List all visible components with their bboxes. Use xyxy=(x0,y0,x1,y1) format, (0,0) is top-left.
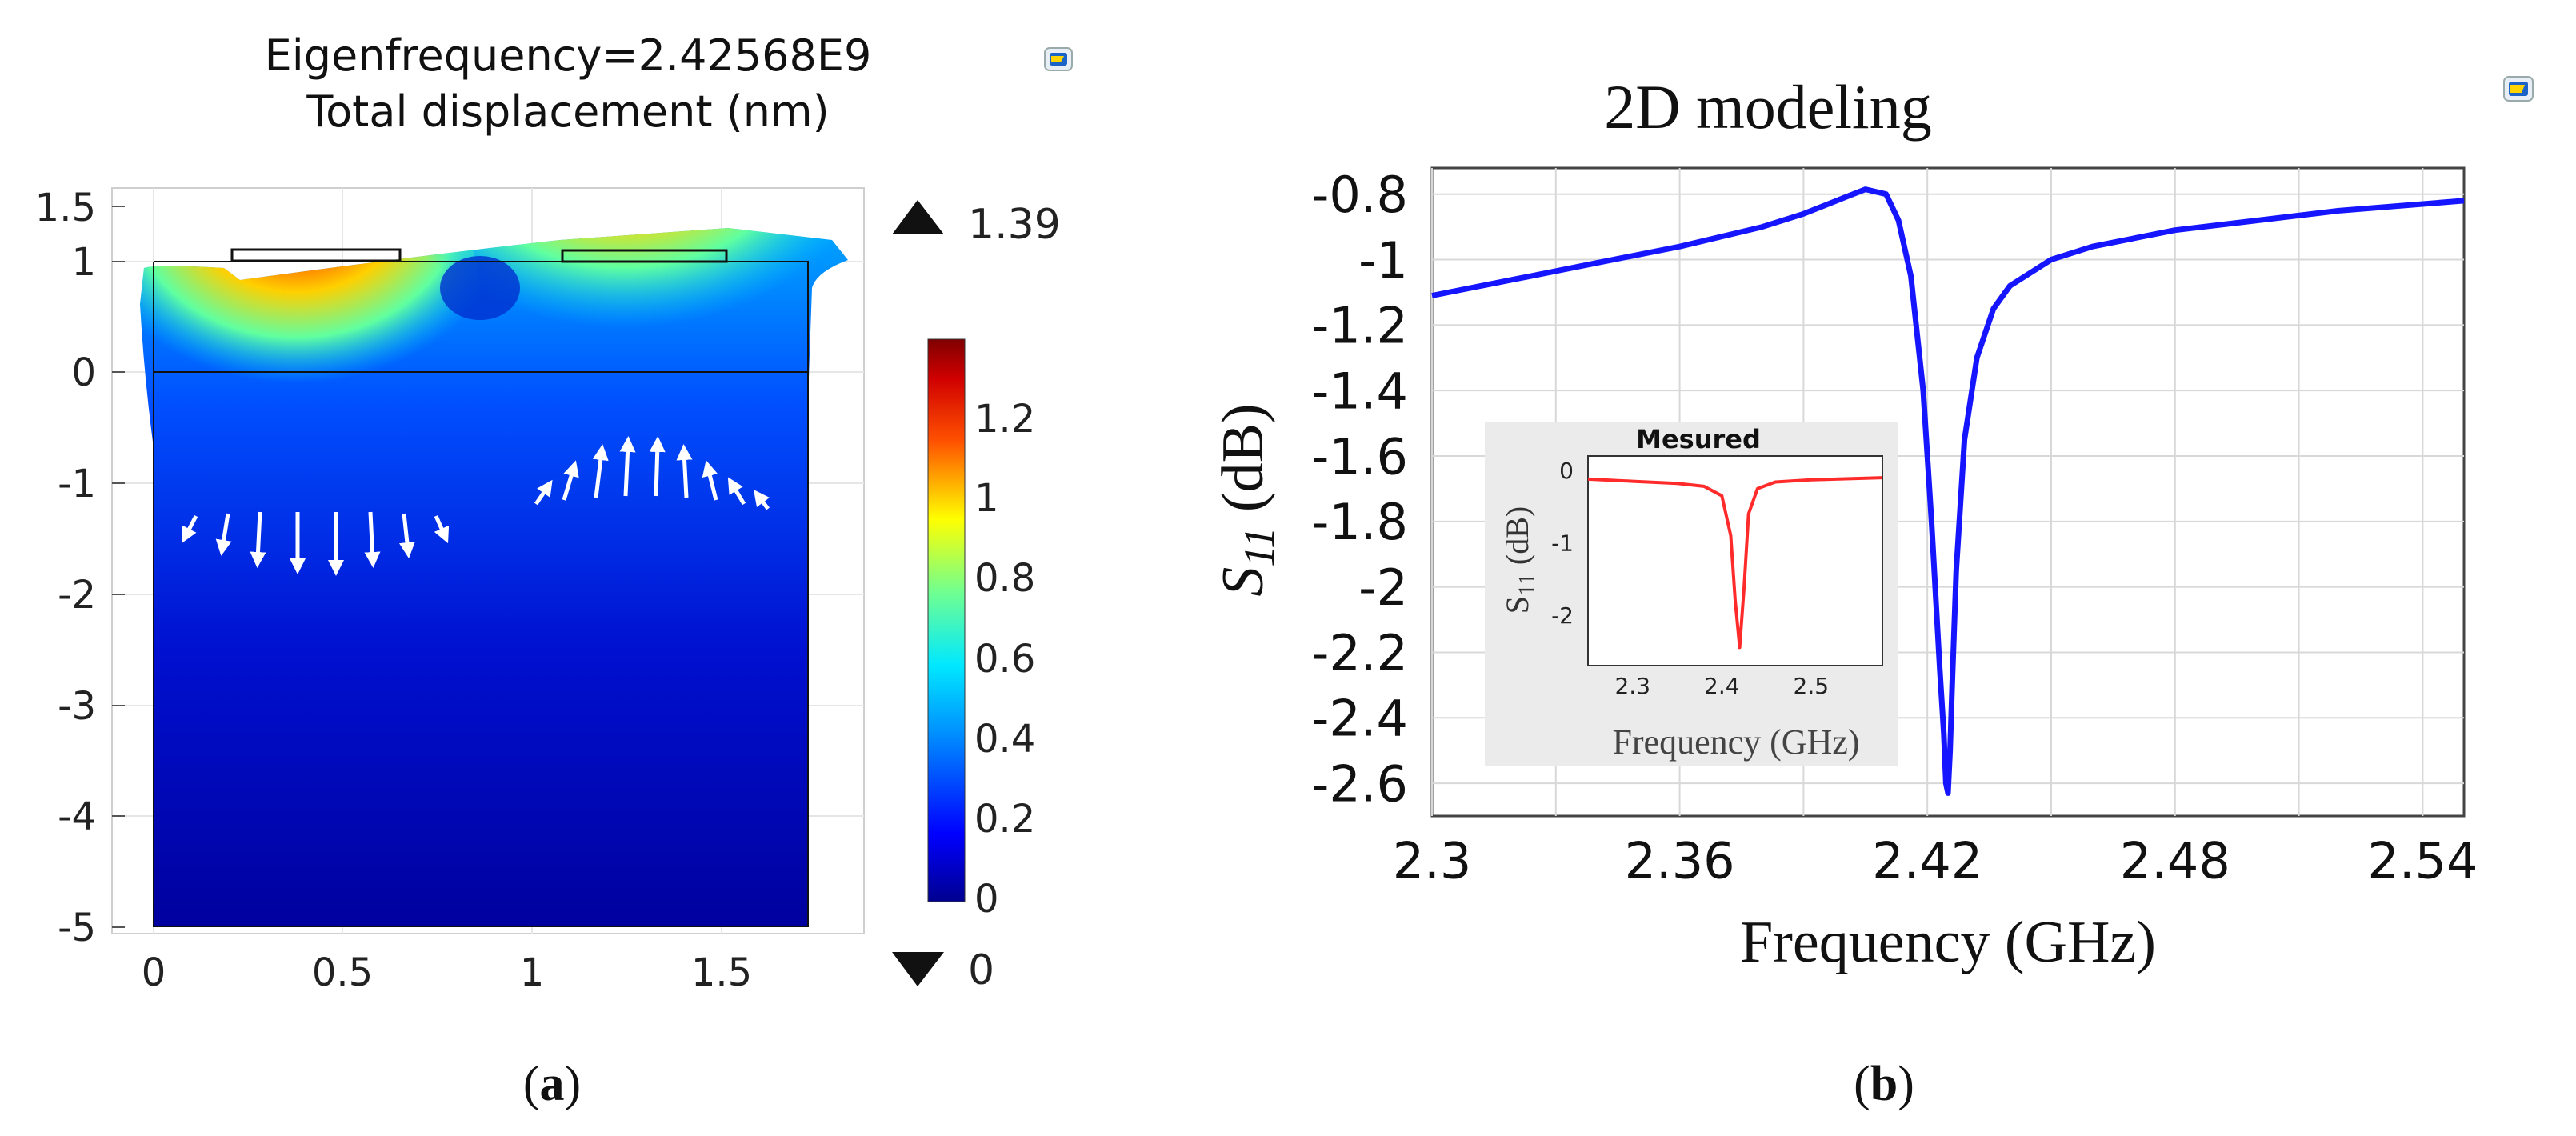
panel-a-y-tickmarks xyxy=(112,206,125,928)
y-tick-label: 0 xyxy=(1559,458,1574,484)
colorbar-max-label: 1.39 xyxy=(968,201,1061,249)
y-tick: -3 xyxy=(58,684,96,729)
ylabel-unit: (dB) xyxy=(1210,403,1276,526)
panel-b-badge-icon xyxy=(2503,76,2534,102)
x-tick: 1 xyxy=(520,950,545,995)
x-tick: 1.5 xyxy=(691,950,752,995)
x-tick-label: 2.5 xyxy=(1794,673,1830,699)
y-tick-label: -1.8 xyxy=(1311,493,1408,551)
y-tick: -2 xyxy=(58,573,96,618)
y-tick-label: -1.4 xyxy=(1311,362,1408,421)
panel-a-caption: (a) xyxy=(523,1057,581,1111)
colorbar-tick: 0.8 xyxy=(974,556,1035,601)
panel-a-title-line1: Eigenfrequency=2.42568E9 xyxy=(265,30,872,81)
panel-b-caption-letter: b xyxy=(1870,1057,1898,1111)
inset-ylabel-main: S xyxy=(1499,596,1535,614)
y-tick: -5 xyxy=(58,906,96,950)
colorbar-ticks: 1.2 1 0.8 0.6 0.4 0.2 0 xyxy=(974,397,1035,922)
main-chart-ylabel: S11 (dB) xyxy=(1210,403,1283,596)
inset-xlabel: Frequency (GHz) xyxy=(1612,722,1859,762)
colorbar-tick: 0.6 xyxy=(974,637,1035,682)
y-tick: 1.5 xyxy=(35,186,96,230)
colorbar-tick: 1.2 xyxy=(974,397,1035,442)
svg-text:(b): (b) xyxy=(1854,1057,1914,1111)
panel-a-x-ticks: 0 0.5 1 1.5 xyxy=(142,950,752,995)
x-tick: 0 xyxy=(142,950,166,995)
y-tick-label: -1 xyxy=(1358,231,1408,290)
colorbar xyxy=(927,338,966,902)
inset-ylabel-unit: (dB) xyxy=(1499,506,1535,573)
x-tick-label: 2.48 xyxy=(2120,832,2230,890)
y-tick: -1 xyxy=(58,462,96,506)
y-tick-label: -1 xyxy=(1551,530,1574,556)
y-tick-label: -2 xyxy=(1551,602,1574,629)
colorbar-min-label: 0 xyxy=(968,946,994,994)
svg-text:S11 (dB): S11 (dB) xyxy=(1210,403,1283,596)
panel-b: 2D modeling -0.8 -1 -1.2 -1.4 -1.6 -1.8 -2 -2.2… xyxy=(1210,72,2534,1111)
inset-title: Mesured xyxy=(1636,424,1761,454)
panel-a-y-ticks: 1.5 1 0 -1 -2 -3 -4 -5 xyxy=(35,186,96,950)
y-tick: 0 xyxy=(71,350,96,395)
svg-text:S11 (dB): S11 (dB) xyxy=(1499,506,1540,614)
x-tick-label: 2.3 xyxy=(1614,673,1650,699)
x-tick-label: 2.4 xyxy=(1704,673,1740,699)
ylabel-main: S xyxy=(1210,567,1276,597)
panel-a: Eigenfrequency=2.42568E9 Total displacem… xyxy=(35,30,1073,1111)
max-triangle-icon xyxy=(892,200,944,234)
colorbar-tick: 1 xyxy=(974,476,999,521)
panel-a-caption-letter: a xyxy=(540,1057,565,1111)
y-tick-label: -2 xyxy=(1358,558,1408,617)
panel-b-caption: (b) xyxy=(1854,1057,1914,1111)
inset-plot-frame xyxy=(1587,455,1883,666)
inset-ylabel: S11 (dB) xyxy=(1499,506,1540,614)
svg-text:(a): (a) xyxy=(523,1057,581,1111)
x-tick-label: 2.42 xyxy=(1872,832,1982,890)
main-chart-x-ticks: 2.3 2.36 2.42 2.48 2.54 xyxy=(1393,832,2478,890)
inset-y-ticks: 0 -1 -2 xyxy=(1551,458,1574,629)
panel-a-badge-icon xyxy=(1044,47,1073,71)
x-tick-label: 2.54 xyxy=(2367,832,2478,890)
displacement-field xyxy=(140,228,848,927)
series-line-measured xyxy=(1587,476,1883,650)
inset-ylabel-sub: 11 xyxy=(1514,573,1540,596)
y-tick-label: -2.2 xyxy=(1311,624,1408,682)
displacement-arrows xyxy=(182,436,770,576)
chart-title: 2D modeling xyxy=(1604,72,1931,142)
min-triangle-icon xyxy=(892,952,944,986)
y-tick-label: -1.6 xyxy=(1311,427,1408,486)
y-tick-label: -2.6 xyxy=(1311,754,1408,813)
y-tick: 1 xyxy=(71,240,96,285)
x-tick-label: 2.3 xyxy=(1393,832,1472,890)
inset-x-ticks: 2.3 2.4 2.5 xyxy=(1614,673,1829,699)
colorbar-tick: 0.4 xyxy=(974,717,1035,762)
inset-chart: Mesured 0 -1 -2 2.3 2.4 2.5 S11 (dB) Frequen… xyxy=(1485,422,1898,766)
ylabel-sub: 11 xyxy=(1235,527,1283,567)
x-tick: 0.5 xyxy=(312,950,373,995)
colorbar-tick: 0 xyxy=(974,877,999,922)
y-tick-label: -2.4 xyxy=(1311,690,1408,748)
y-tick-label: -0.8 xyxy=(1311,166,1408,224)
colorbar-tick: 0.2 xyxy=(974,797,1035,842)
y-tick-label: -1.2 xyxy=(1311,297,1408,355)
main-chart-xlabel: Frequency (GHz) xyxy=(1740,910,2156,975)
x-tick-label: 2.36 xyxy=(1625,832,1735,890)
panel-a-title-line2: Total displacement (nm) xyxy=(306,86,829,137)
series-line-simulated xyxy=(1431,186,2465,796)
y-tick: -4 xyxy=(58,794,96,839)
main-chart-y-ticks: -0.8 -1 -1.2 -1.4 -1.6 -1.8 -2 -2.2 -2.4 -2.6 xyxy=(1311,166,1408,813)
